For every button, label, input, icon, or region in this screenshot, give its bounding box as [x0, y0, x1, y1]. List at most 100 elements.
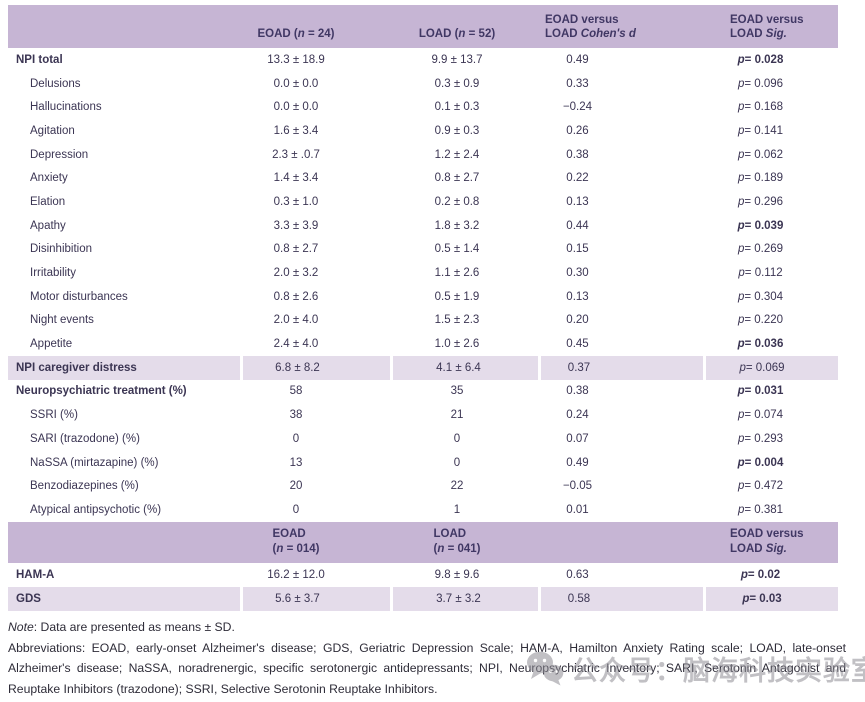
load-value: 0.8 ± 2.7: [434, 172, 480, 185]
table-row: NaSSA (mirtazapine) (%) 13 0 0.49 p = 0.004: [8, 451, 838, 475]
cohens-d-value: 0.26: [566, 124, 589, 137]
eoad-value: 0: [292, 503, 300, 516]
load-value: 3.7 ± 3.2: [390, 586, 538, 611]
header-cell: EOAD versus LOAD Sig.: [730, 14, 804, 40]
table-row: Night events 2.0 ± 4.0 1.5 ± 2.3 0.20 p = 0.…: [8, 309, 838, 333]
cohens-d-value: 0.49: [566, 53, 589, 66]
row-label: Irritability: [30, 267, 77, 280]
load-value: 0.5 ± 1.9: [434, 290, 480, 303]
sig-value: p = 0.039: [737, 219, 784, 232]
table-row: NPI total 13.3 ± 18.9 9.9 ± 13.7 0.49 p = 0.…: [8, 48, 838, 72]
eoad-value: 0: [292, 432, 300, 445]
table-row: HAM-A 16.2 ± 12.0 9.8 ± 9.6 0.63 p = 0.02: [8, 563, 838, 587]
load-value: 0.5 ± 1.4: [434, 243, 480, 256]
table-row: Atypical antipsychotic (%) 0 1 0.01 p = 0.38…: [8, 498, 838, 522]
header-cell: LOAD (n = 041): [433, 527, 481, 556]
table-row: Anxiety 1.4 ± 3.4 0.8 ± 2.7 0.22 p = 0.189: [8, 166, 838, 190]
row-label: SARI (trazodone) (%): [30, 432, 140, 445]
cohens-d-value: 0.63: [566, 568, 589, 581]
cohens-d-value: 0.13: [566, 195, 589, 208]
eoad-value: 13.3 ± 18.9: [267, 53, 325, 66]
load-value: 4.1 ± 6.4: [390, 355, 538, 380]
eoad-value: 58: [289, 385, 303, 398]
cohens-d-value: 0.58: [538, 586, 703, 611]
cohens-d-value: 0.01: [566, 503, 589, 516]
eoad-value: 5.6 ± 3.7: [240, 586, 390, 611]
sig-value: p = 0.031: [737, 385, 784, 398]
load-value: 1: [453, 503, 461, 516]
sig-value: p = 0.220: [737, 314, 784, 327]
header-cell: EOAD versus LOAD Sig.: [730, 527, 804, 556]
load-value: 9.9 ± 13.7: [431, 53, 483, 66]
cohens-d-value: 0.38: [566, 148, 589, 161]
load-value: 0.9 ± 0.3: [434, 124, 480, 137]
cohens-d-value: 0.07: [566, 432, 589, 445]
row-label: NPI caregiver distress: [8, 355, 240, 380]
header-cell: [538, 522, 703, 563]
sig-value: p = 0.03: [703, 586, 838, 611]
cohens-d-value: 0.38: [566, 385, 589, 398]
eoad-value: 0.3 ± 1.0: [273, 195, 319, 208]
load-value: 0.1 ± 0.3: [434, 101, 480, 114]
row-label: SSRI (%): [30, 409, 78, 422]
cohens-d-value: 0.37: [538, 355, 703, 380]
cohens-d-value: 0.44: [566, 219, 589, 232]
row-label: Disinhibition: [30, 243, 93, 256]
row-label: Motor disturbances: [30, 290, 128, 303]
sig-value: p = 0.028: [737, 53, 784, 66]
row-label: Agitation: [30, 124, 75, 137]
table-row: Depression 2.3 ± .0.7 1.2 ± 2.4 0.38 p = 0.0…: [8, 143, 838, 167]
sig-value: p = 0.069: [703, 355, 838, 380]
load-value: 0.3 ± 0.9: [434, 77, 480, 90]
sig-value: p = 0.293: [737, 432, 784, 445]
row-label: GDS: [8, 586, 240, 611]
cohens-d-value: 0.24: [566, 409, 589, 422]
load-value: 0: [453, 432, 461, 445]
cohens-d-value: −0.05: [562, 480, 593, 493]
header-cell: EOAD (n = 014): [272, 527, 320, 556]
table-row: Agitation 1.6 ± 3.4 0.9 ± 0.3 0.26 p = 0.141: [8, 119, 838, 143]
table-row: Irritability 2.0 ± 3.2 1.1 ± 2.6 0.30 p = 0.…: [8, 261, 838, 285]
table-body-main: NPI total 13.3 ± 18.9 9.9 ± 13.7 0.49 p = 0.…: [8, 48, 838, 522]
load-value: 1.2 ± 2.4: [434, 148, 480, 161]
sig-value: p = 0.02: [740, 568, 781, 581]
sig-value: p = 0.036: [737, 338, 784, 351]
table-row: Hallucinations 0.0 ± 0.0 0.1 ± 0.3 −0.24 p =…: [8, 95, 838, 119]
sig-value: p = 0.269: [737, 243, 784, 256]
load-value: 1.0 ± 2.6: [434, 338, 480, 351]
cohens-d-value: 0.20: [566, 314, 589, 327]
eoad-value: 13: [289, 456, 303, 469]
table-row: SARI (trazodone) (%) 0 0 0.07 p = 0.293: [8, 427, 838, 451]
sig-value: p = 0.062: [737, 148, 784, 161]
table-row: NPI caregiver distress 6.8 ± 8.2 4.1 ± 6.4…: [8, 355, 838, 380]
table-header-row-1: EOAD (n = 24) LOAD (n = 52) EOAD versus LO…: [8, 5, 838, 48]
row-label: Delusions: [30, 77, 81, 90]
sig-value: p = 0.096: [737, 77, 784, 90]
load-value: 21: [450, 409, 464, 422]
sig-value: p = 0.168: [737, 101, 784, 114]
eoad-value: 20: [289, 480, 303, 493]
row-label: Apathy: [30, 219, 66, 232]
cohens-d-value: 0.33: [566, 77, 589, 90]
row-label: Appetite: [30, 338, 73, 351]
eoad-value: 2.0 ± 3.2: [273, 267, 319, 280]
table-body-secondary: HAM-A 16.2 ± 12.0 9.8 ± 9.6 0.63 p = 0.02 GDS…: [8, 563, 838, 611]
eoad-value: 0.0 ± 0.0: [273, 101, 319, 114]
table-row: Appetite 2.4 ± 4.0 1.0 ± 2.6 0.45 p = 0.036: [8, 332, 838, 356]
eoad-value: 2.4 ± 4.0: [273, 338, 319, 351]
cohens-d-value: 0.30: [566, 267, 589, 280]
abbreviations-paragraph: Abbreviations: EOAD, early-onset Alzheim…: [8, 640, 846, 696]
row-label: NPI total: [16, 53, 63, 66]
sig-value: p = 0.189: [737, 172, 784, 185]
sig-value: p = 0.472: [737, 480, 784, 493]
cohens-d-value: 0.45: [566, 338, 589, 351]
row-label: Depression: [30, 148, 89, 161]
eoad-value: 1.6 ± 3.4: [273, 124, 319, 137]
cohens-d-value: 0.13: [566, 290, 589, 303]
npi-comparison-table: EOAD (n = 24) LOAD (n = 52) EOAD versus LO…: [8, 5, 838, 611]
eoad-value: 16.2 ± 12.0: [267, 568, 325, 581]
table-header-row-2: EOAD (n = 014) LOAD (n = 041) EOAD versus …: [8, 521, 838, 563]
load-value: 0: [453, 456, 461, 469]
row-label: Atypical antipsychotic (%): [30, 503, 162, 516]
